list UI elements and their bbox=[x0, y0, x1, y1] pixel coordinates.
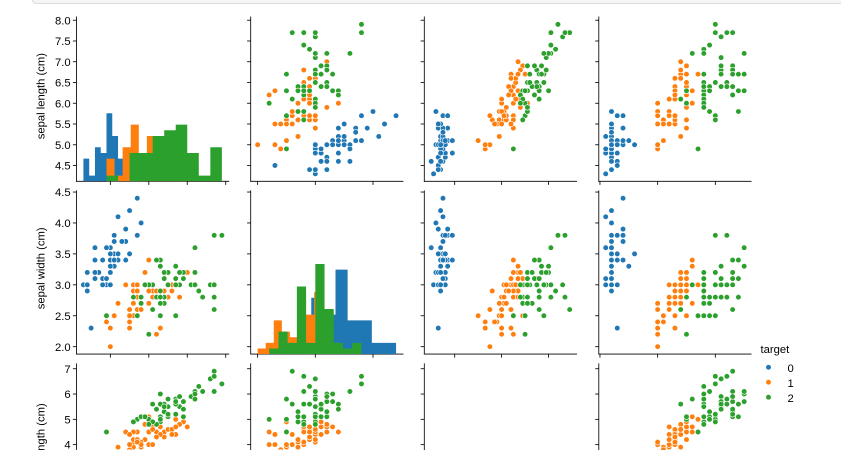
svg-text:0: 0 bbox=[788, 363, 794, 375]
svg-text:6.0: 6.0 bbox=[55, 98, 71, 110]
svg-text:7.5: 7.5 bbox=[55, 36, 71, 48]
svg-text:4.0: 4.0 bbox=[55, 218, 71, 230]
svg-text:2.5: 2.5 bbox=[55, 311, 71, 323]
svg-text:2.0: 2.0 bbox=[55, 342, 71, 354]
svg-text:target: target bbox=[761, 344, 791, 356]
svg-text:sepal length (cm): sepal length (cm) bbox=[36, 53, 48, 140]
svg-text:6: 6 bbox=[64, 389, 70, 401]
svg-text:1: 1 bbox=[788, 378, 794, 390]
svg-text:petal length (cm): petal length (cm) bbox=[36, 403, 48, 450]
svg-text:4.5: 4.5 bbox=[55, 161, 71, 173]
svg-text:7: 7 bbox=[64, 364, 70, 376]
svg-text:4.5: 4.5 bbox=[55, 187, 71, 199]
svg-text:5.5: 5.5 bbox=[55, 119, 71, 131]
svg-text:6.5: 6.5 bbox=[55, 78, 71, 90]
svg-text:sepal width (cm): sepal width (cm) bbox=[36, 227, 48, 309]
svg-text:7.0: 7.0 bbox=[55, 57, 71, 69]
svg-text:8.0: 8.0 bbox=[55, 15, 71, 27]
svg-text:5.0: 5.0 bbox=[55, 140, 71, 152]
svg-text:4: 4 bbox=[64, 440, 70, 450]
svg-text:5: 5 bbox=[64, 414, 70, 426]
svg-text:3.0: 3.0 bbox=[55, 280, 71, 292]
svg-text:3.5: 3.5 bbox=[55, 249, 71, 261]
svg-text:2: 2 bbox=[788, 393, 794, 405]
